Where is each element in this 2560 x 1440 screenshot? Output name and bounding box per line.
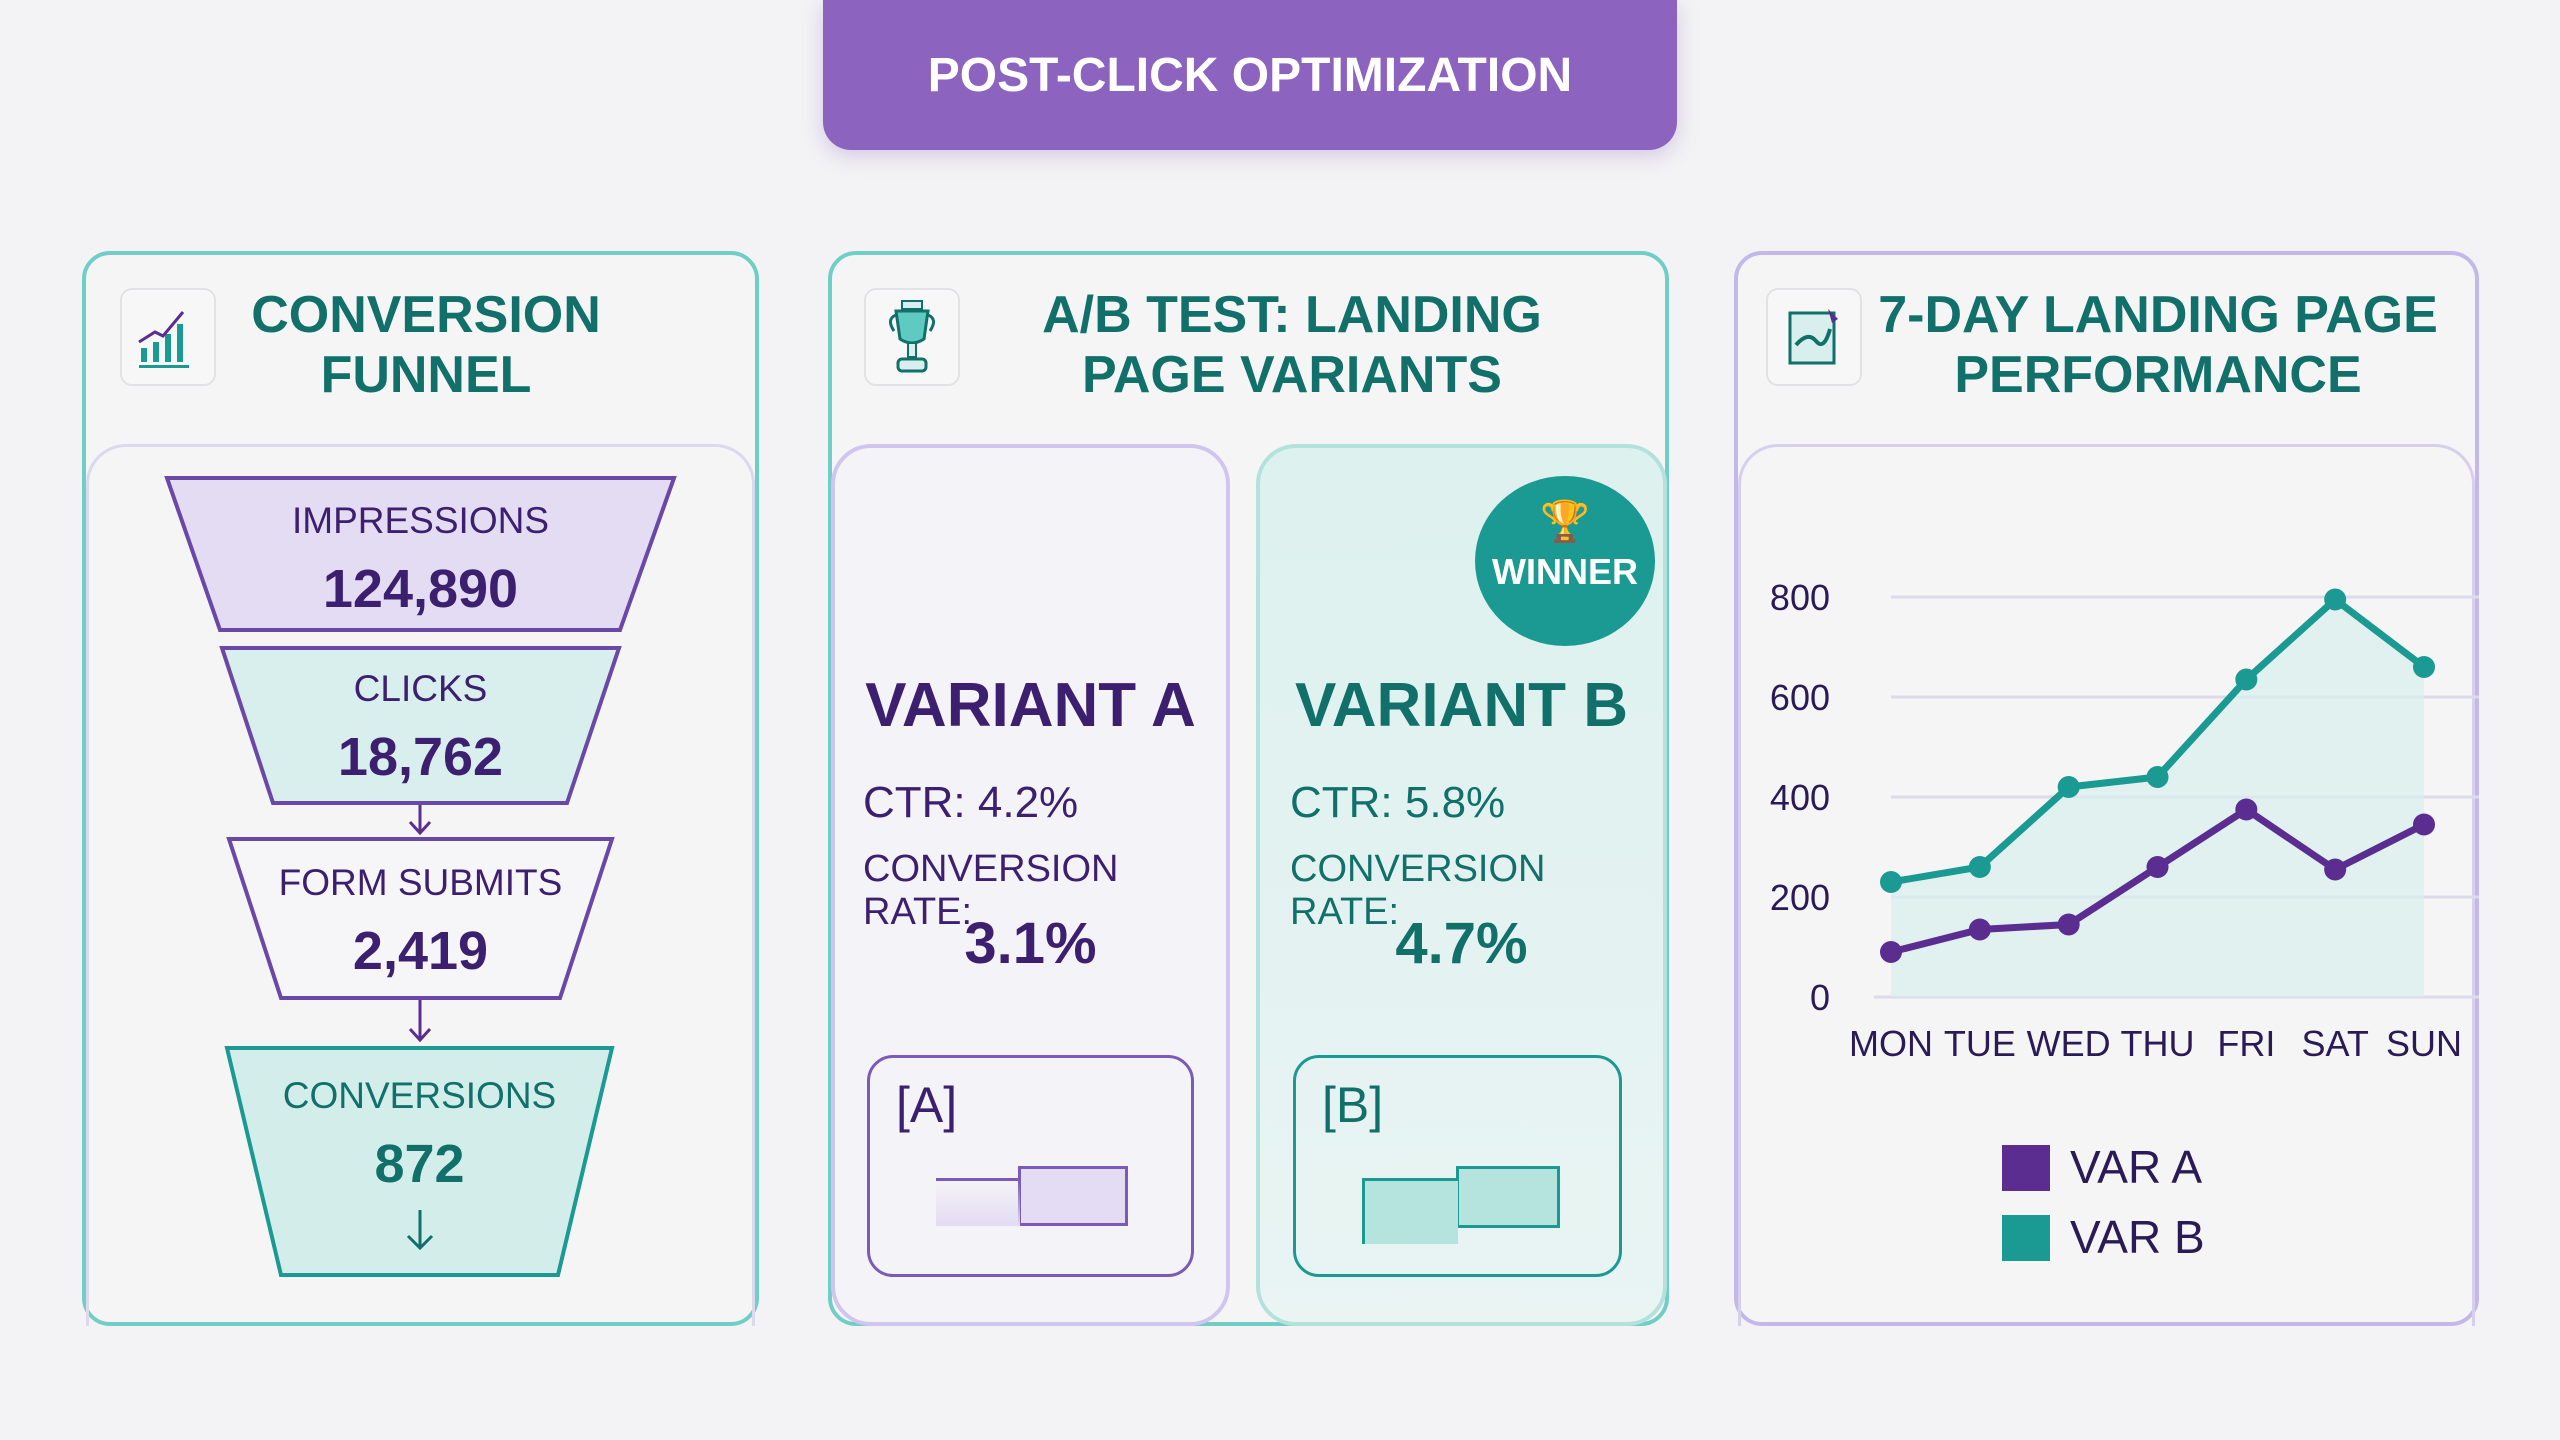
variant-ctr: CTR: 5.8% bbox=[1290, 778, 1506, 827]
data-point bbox=[2413, 656, 2435, 678]
data-point bbox=[1880, 871, 1902, 893]
y-tick-label: 200 bbox=[1770, 877, 1830, 918]
variant-a-preview[interactable]: [A] bbox=[867, 1055, 1194, 1277]
data-point bbox=[2146, 766, 2169, 788]
trophy-icon bbox=[864, 288, 960, 386]
line-chart: 0 200 400 600 800 MON TUE WED THU FRI SAT SUN VAR A V… bbox=[1770, 577, 2479, 1263]
data-point bbox=[2235, 668, 2258, 691]
x-tick-label: FRI bbox=[2217, 1023, 2275, 1064]
funnel-title: CONVERSION FUNNEL bbox=[251, 286, 601, 404]
variant-b-card: 🏆 WINNER VARIANT B CTR: 5.8% CONVERSION … bbox=[1256, 444, 1667, 1326]
stage-label: IMPRESSIONS bbox=[292, 500, 549, 541]
legend-swatch bbox=[2002, 1215, 2050, 1261]
y-tick-label: 800 bbox=[1770, 577, 1830, 618]
winner-badge: 🏆 WINNER bbox=[1475, 476, 1655, 646]
x-tick-label: THU bbox=[2121, 1023, 2195, 1064]
page-title: POST-CLICK OPTIMIZATION bbox=[927, 48, 1573, 102]
stage-label: CLICKS bbox=[353, 668, 488, 709]
data-point bbox=[2235, 798, 2258, 821]
series-area-var-b bbox=[1891, 599, 2424, 997]
variant-b-preview[interactable]: [B] bbox=[1293, 1055, 1622, 1277]
variant-ctr: CTR: 4.2% bbox=[863, 778, 1079, 827]
legend-label: VAR A bbox=[2070, 1141, 2202, 1193]
arrow-down-icon bbox=[406, 805, 434, 1251]
preview-block bbox=[1456, 1166, 1560, 1228]
data-point bbox=[1880, 941, 1902, 963]
conversion-rate-value: 3.1% bbox=[964, 911, 1097, 976]
stage-value: 872 bbox=[374, 1134, 465, 1194]
x-tick-label: SAT bbox=[2301, 1023, 2368, 1064]
x-tick-label: SUN bbox=[2386, 1023, 2462, 1064]
variant-name: VARIANT B bbox=[1295, 671, 1628, 740]
ab-test-title: A/B TEST: LANDING PAGE VARIANTS bbox=[1042, 286, 1542, 404]
data-point bbox=[2324, 858, 2347, 881]
data-point bbox=[1968, 856, 1991, 878]
data-point bbox=[2146, 856, 2169, 878]
funnel-stage-form-submits bbox=[226, 837, 615, 1000]
stage-label: CONVERSIONS bbox=[282, 1075, 557, 1116]
funnel-inner-card bbox=[86, 444, 755, 1326]
winner-label: WINNER bbox=[1492, 551, 1638, 592]
chart-card bbox=[1738, 444, 2475, 1326]
stage-value: 18,762 bbox=[337, 727, 504, 787]
y-tick-label: 0 bbox=[1810, 977, 1830, 1018]
data-point bbox=[2324, 588, 2347, 611]
data-point bbox=[2057, 913, 2080, 936]
funnel-stage-clicks bbox=[219, 646, 622, 805]
x-tick-label: TUE bbox=[1944, 1023, 2016, 1064]
preview-block bbox=[936, 1178, 1020, 1226]
y-tick-label: 400 bbox=[1770, 777, 1830, 818]
conversion-rate-value: 4.7% bbox=[1395, 911, 1528, 976]
preview-block bbox=[1362, 1178, 1458, 1244]
page-title-banner: POST-CLICK OPTIMIZATION bbox=[823, 0, 1677, 150]
data-point bbox=[2413, 813, 2435, 836]
data-point bbox=[1968, 918, 1991, 941]
conversion-rate-label: CONVERSION RATE: bbox=[863, 848, 1119, 933]
legend-swatch bbox=[2002, 1145, 2050, 1191]
stage-label: FORM SUBMITS bbox=[278, 862, 563, 903]
performance-title: 7-DAY LANDING PAGE PERFORMANCE bbox=[1878, 286, 2438, 404]
funnel-shapes bbox=[164, 476, 677, 1277]
preview-label: [B] bbox=[1322, 1077, 1384, 1133]
stage-value: 124,890 bbox=[322, 559, 519, 619]
conversion-rate-label: CONVERSION RATE: bbox=[1290, 848, 1546, 933]
funnel-stage-impressions bbox=[164, 476, 677, 632]
preview-block bbox=[1018, 1166, 1128, 1226]
x-tick-label: WED bbox=[2027, 1023, 2111, 1064]
preview-label: [A] bbox=[896, 1077, 958, 1133]
bar-chart-trend-icon bbox=[120, 288, 216, 386]
stage-value: 2,419 bbox=[352, 921, 489, 981]
variant-name: VARIANT A bbox=[865, 671, 1196, 740]
data-point bbox=[2057, 776, 2080, 798]
variant-a-card: VARIANT A CTR: 4.2% CONVERSION RATE: 3.1… bbox=[831, 444, 1230, 1326]
x-tick-label: MON bbox=[1849, 1023, 1933, 1064]
funnel-stage-conversions bbox=[224, 1046, 615, 1277]
legend-label: VAR B bbox=[2070, 1211, 2205, 1263]
trophy-icon: 🏆 bbox=[1540, 500, 1590, 544]
y-tick-label: 600 bbox=[1770, 677, 1830, 718]
chart-document-icon bbox=[1766, 288, 1862, 386]
